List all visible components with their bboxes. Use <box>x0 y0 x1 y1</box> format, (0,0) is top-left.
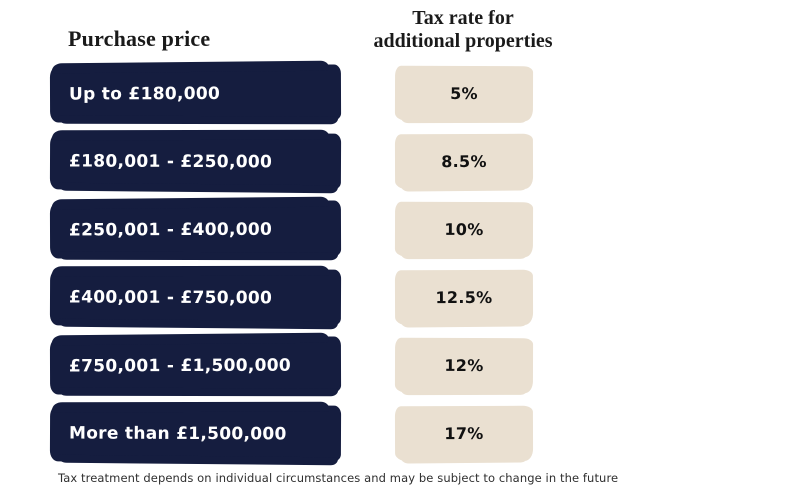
table-row: £750,001 - £1,500,000 12% <box>49 336 534 395</box>
tax-rate-cell: 10% <box>394 201 534 258</box>
table-row: More than £1,500,000 17% <box>49 404 534 463</box>
tax-rate-cell: 12.5% <box>394 269 534 326</box>
table-row: Up to £180,000 5% <box>49 64 534 123</box>
purchase-price-header: Purchase price <box>68 26 211 51</box>
tax-rate-cell: 5% <box>394 65 534 122</box>
tax-rate-cell: 12% <box>394 337 534 394</box>
tax-rate-cell: 8.5% <box>394 133 534 190</box>
price-band-cell: £750,001 - £1,500,000 <box>49 336 342 395</box>
price-band-cell: £250,001 - £400,000 <box>49 200 342 259</box>
disclaimer-text: Tax treatment depends on individual circ… <box>58 471 619 485</box>
table-row: £180,001 - £250,000 8.5% <box>49 132 534 191</box>
table-row: £400,001 - £750,000 12.5% <box>49 268 534 327</box>
tax-rate-cell: 17% <box>394 405 534 462</box>
tax-rate-header-line1: Tax rate for <box>412 7 514 29</box>
tax-rate-header-line2: additional properties <box>373 30 553 52</box>
price-band-cell: £180,001 - £250,000 <box>49 132 342 191</box>
price-band-cell: £400,001 - £750,000 <box>49 268 342 327</box>
price-band-cell: Up to £180,000 <box>49 64 342 123</box>
table-row: £250,001 - £400,000 10% <box>49 200 534 259</box>
tax-rate-header: Tax rate for additional properties <box>363 7 563 53</box>
price-band-cell: More than £1,500,000 <box>49 404 342 463</box>
rate-rows: Up to £180,000 5% £180,001 - £250,000 8.… <box>49 64 534 463</box>
